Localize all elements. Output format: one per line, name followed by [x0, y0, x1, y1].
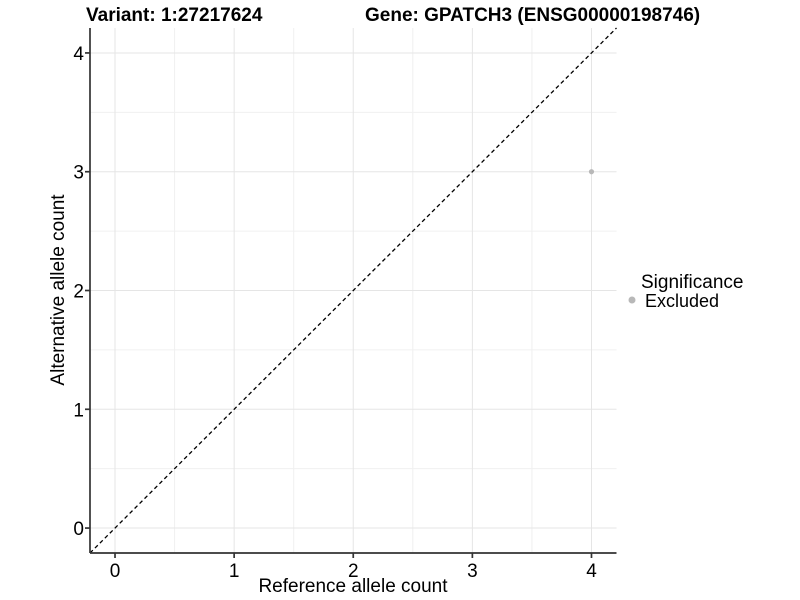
legend: Excluded [628, 291, 719, 311]
legend-item-label: Excluded [645, 291, 719, 311]
chart-layers: 0 1 2 3 4 0 1 2 3 4 [73, 27, 617, 582]
x-tick-label: 4 [586, 561, 597, 582]
y-tick-label: 3 [73, 163, 84, 184]
y-axis-title: Alternative allele count [48, 194, 69, 386]
x-tick-label: 0 [110, 561, 121, 582]
legend-title: Significance [641, 272, 743, 293]
x-tick-label: 1 [229, 561, 240, 582]
y-tick-label: 0 [73, 519, 84, 540]
data-point [588, 169, 595, 175]
legend-key-icon [628, 296, 636, 304]
x-axis-title: Reference allele count [258, 576, 448, 597]
x-tick-label: 2 [348, 561, 359, 582]
x-tick-label: 3 [467, 561, 478, 582]
variant-title: Variant: 1:27217624 [86, 5, 263, 26]
gene-title: Gene: GPATCH3 (ENSG00000198746) [365, 5, 700, 26]
y-tick-label: 1 [73, 400, 84, 421]
y-tick-label: 2 [73, 282, 84, 303]
y-tick-label: 4 [73, 44, 84, 65]
identity-reference-line [89, 27, 617, 554]
